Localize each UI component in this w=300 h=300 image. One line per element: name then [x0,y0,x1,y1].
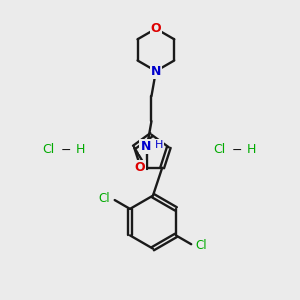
Text: Cl: Cl [42,143,55,157]
Text: O: O [134,161,145,174]
Text: −: − [232,143,242,157]
Text: −: − [61,143,71,157]
Text: O: O [151,22,161,35]
Text: Cl: Cl [213,143,225,157]
Text: H: H [247,143,256,157]
Text: Cl: Cl [99,192,110,205]
Text: Cl: Cl [196,239,207,252]
Text: H: H [155,140,164,150]
Text: N: N [140,140,151,153]
Text: N: N [151,64,161,78]
Text: H: H [76,143,86,157]
